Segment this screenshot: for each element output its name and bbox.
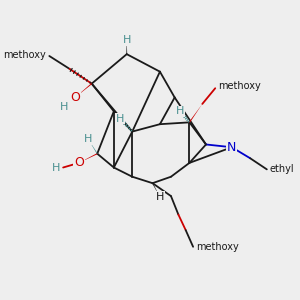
- Polygon shape: [88, 139, 98, 154]
- Polygon shape: [126, 40, 127, 54]
- Text: H: H: [60, 102, 69, 112]
- Text: H: H: [176, 106, 184, 116]
- Text: methoxy: methoxy: [218, 81, 261, 92]
- Text: methoxy: methoxy: [3, 50, 46, 60]
- Polygon shape: [189, 104, 202, 123]
- Polygon shape: [75, 83, 92, 98]
- Text: H: H: [84, 134, 92, 144]
- Polygon shape: [79, 153, 98, 163]
- Text: N: N: [227, 141, 236, 154]
- Polygon shape: [152, 183, 160, 197]
- Text: ethyl: ethyl: [270, 164, 294, 174]
- Text: O: O: [70, 91, 80, 104]
- Text: H: H: [52, 163, 60, 172]
- Text: H: H: [116, 114, 124, 124]
- Text: H: H: [156, 192, 164, 202]
- Text: H: H: [123, 35, 131, 45]
- Text: O: O: [74, 156, 84, 170]
- Text: methoxy: methoxy: [196, 242, 238, 252]
